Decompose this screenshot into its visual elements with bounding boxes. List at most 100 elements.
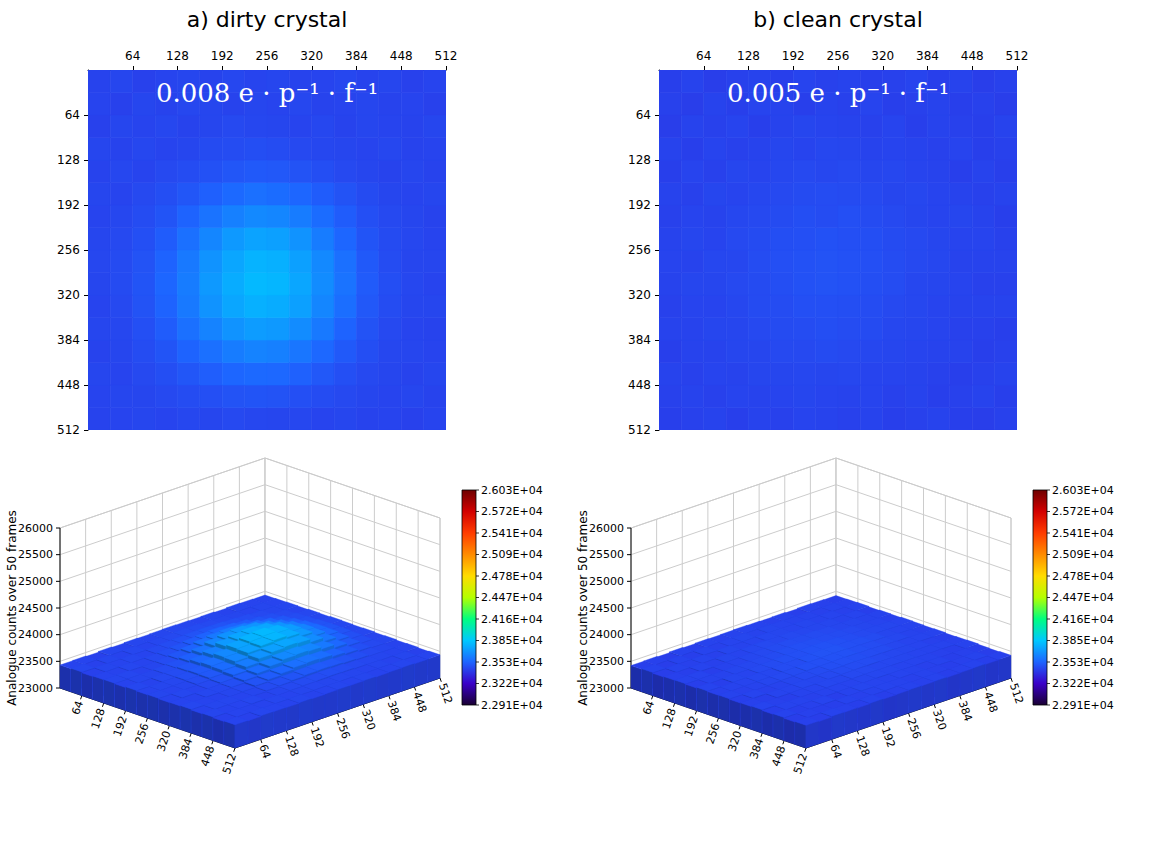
svg-text:256: 256 xyxy=(133,722,152,746)
svg-text:2.509E+04: 2.509E+04 xyxy=(1052,548,1114,561)
svg-text:64: 64 xyxy=(256,743,273,760)
svg-text:256: 256 xyxy=(704,722,723,746)
svg-text:320: 320 xyxy=(57,288,80,302)
svg-text:448: 448 xyxy=(57,378,80,392)
svg-text:64: 64 xyxy=(640,699,657,716)
svg-text:a) dirty crystal: a) dirty crystal xyxy=(187,7,348,32)
svg-text:24000: 24000 xyxy=(18,628,53,641)
svg-text:320: 320 xyxy=(871,49,894,63)
svg-text:192: 192 xyxy=(628,198,651,212)
svg-text:0.005 e · p⁻¹ · f⁻¹: 0.005 e · p⁻¹ · f⁻¹ xyxy=(727,78,949,108)
svg-text:64: 64 xyxy=(69,699,86,716)
svg-text:384: 384 xyxy=(57,333,80,347)
svg-text:2.353E+04: 2.353E+04 xyxy=(1052,656,1114,669)
svg-text:2.478E+04: 2.478E+04 xyxy=(481,570,543,583)
svg-text:2.541E+04: 2.541E+04 xyxy=(1052,527,1114,540)
svg-text:512: 512 xyxy=(57,423,80,437)
svg-text:448: 448 xyxy=(410,690,429,714)
svg-text:128: 128 xyxy=(89,707,108,731)
svg-text:256: 256 xyxy=(628,243,651,257)
svg-text:2.603E+04: 2.603E+04 xyxy=(1052,484,1114,497)
svg-text:192: 192 xyxy=(879,725,898,749)
svg-text:24000: 24000 xyxy=(589,628,624,641)
svg-text:448: 448 xyxy=(961,49,984,63)
svg-text:b) clean crystal: b) clean crystal xyxy=(753,7,923,32)
svg-text:64: 64 xyxy=(827,743,844,760)
svg-text:256: 256 xyxy=(904,717,923,741)
svg-text:64: 64 xyxy=(65,108,80,122)
svg-text:448: 448 xyxy=(198,744,217,768)
svg-text:512: 512 xyxy=(435,49,458,63)
svg-text:512: 512 xyxy=(1006,49,1029,63)
svg-text:512: 512 xyxy=(791,752,810,776)
svg-text:384: 384 xyxy=(345,49,368,63)
svg-text:Analogue counts over 50 frames: Analogue counts over 50 frames xyxy=(576,510,590,706)
svg-text:2.322E+04: 2.322E+04 xyxy=(1052,677,1114,690)
svg-text:25500: 25500 xyxy=(589,548,624,561)
svg-text:448: 448 xyxy=(628,378,651,392)
svg-text:2.291E+04: 2.291E+04 xyxy=(481,699,543,712)
svg-text:23500: 23500 xyxy=(589,655,624,668)
svg-text:25500: 25500 xyxy=(18,548,53,561)
svg-text:192: 192 xyxy=(308,725,327,749)
svg-text:320: 320 xyxy=(300,49,323,63)
svg-text:128: 128 xyxy=(853,734,872,758)
svg-text:512: 512 xyxy=(436,682,455,706)
svg-text:2.541E+04: 2.541E+04 xyxy=(481,527,543,540)
svg-text:192: 192 xyxy=(782,49,805,63)
svg-text:64: 64 xyxy=(636,108,651,122)
svg-text:448: 448 xyxy=(769,744,788,768)
svg-text:2.447E+04: 2.447E+04 xyxy=(1052,591,1114,604)
svg-text:2.322E+04: 2.322E+04 xyxy=(481,677,543,690)
svg-text:0.008 e · p⁻¹ · f⁻¹: 0.008 e · p⁻¹ · f⁻¹ xyxy=(156,78,378,108)
svg-text:512: 512 xyxy=(1007,682,1026,706)
svg-text:256: 256 xyxy=(827,49,850,63)
svg-text:384: 384 xyxy=(628,333,651,347)
svg-text:2.572E+04: 2.572E+04 xyxy=(481,505,543,518)
svg-text:256: 256 xyxy=(333,717,352,741)
svg-text:24500: 24500 xyxy=(589,602,624,615)
svg-text:2.291E+04: 2.291E+04 xyxy=(1052,699,1114,712)
svg-text:128: 128 xyxy=(660,707,679,731)
svg-text:2.385E+04: 2.385E+04 xyxy=(1052,634,1114,647)
svg-text:192: 192 xyxy=(57,198,80,212)
svg-text:320: 320 xyxy=(628,288,651,302)
svg-text:2.416E+04: 2.416E+04 xyxy=(1052,613,1114,626)
svg-text:128: 128 xyxy=(282,734,301,758)
svg-text:23500: 23500 xyxy=(18,655,53,668)
svg-text:256: 256 xyxy=(57,243,80,257)
svg-text:384: 384 xyxy=(176,737,195,761)
svg-text:384: 384 xyxy=(916,49,939,63)
svg-text:384: 384 xyxy=(956,699,975,723)
svg-text:23000: 23000 xyxy=(18,682,53,695)
svg-text:Analogue counts over 50 frames: Analogue counts over 50 frames xyxy=(5,510,19,706)
svg-text:128: 128 xyxy=(628,153,651,167)
svg-text:192: 192 xyxy=(111,714,130,738)
svg-text:2.385E+04: 2.385E+04 xyxy=(481,634,543,647)
svg-text:2.572E+04: 2.572E+04 xyxy=(1052,505,1114,518)
svg-text:128: 128 xyxy=(166,49,189,63)
svg-text:25000: 25000 xyxy=(589,575,624,588)
svg-text:128: 128 xyxy=(737,49,760,63)
svg-text:384: 384 xyxy=(747,737,766,761)
svg-text:448: 448 xyxy=(981,690,1000,714)
svg-text:25000: 25000 xyxy=(18,575,53,588)
svg-text:512: 512 xyxy=(220,752,239,776)
svg-text:512: 512 xyxy=(628,423,651,437)
svg-text:256: 256 xyxy=(256,49,279,63)
svg-text:2.603E+04: 2.603E+04 xyxy=(481,484,543,497)
svg-text:23000: 23000 xyxy=(589,682,624,695)
svg-text:64: 64 xyxy=(696,49,711,63)
svg-text:2.478E+04: 2.478E+04 xyxy=(1052,570,1114,583)
svg-text:26000: 26000 xyxy=(18,522,53,535)
svg-text:192: 192 xyxy=(211,49,234,63)
svg-text:2.353E+04: 2.353E+04 xyxy=(481,656,543,669)
svg-text:384: 384 xyxy=(385,699,404,723)
svg-text:320: 320 xyxy=(154,729,173,753)
svg-text:448: 448 xyxy=(390,49,413,63)
svg-text:128: 128 xyxy=(57,153,80,167)
svg-text:24500: 24500 xyxy=(18,602,53,615)
svg-text:320: 320 xyxy=(359,708,378,732)
svg-text:64: 64 xyxy=(125,49,140,63)
svg-text:320: 320 xyxy=(725,729,744,753)
